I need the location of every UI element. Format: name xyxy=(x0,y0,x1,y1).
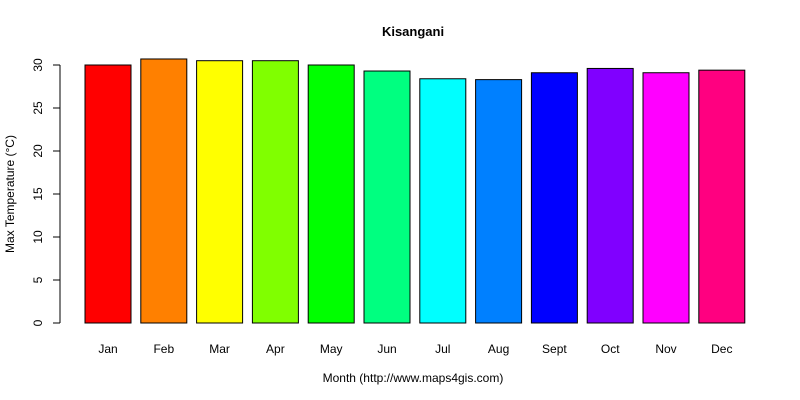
bar-nov xyxy=(642,72,690,324)
bar-oct xyxy=(586,67,634,324)
x-tick-label: Nov xyxy=(655,342,676,356)
x-tick-label: Dec xyxy=(711,342,732,356)
x-axis-tick-labels: Jan Feb Mar Apr May Jun Jul Aug Sept Oct Nov Dec xyxy=(98,342,732,356)
bars xyxy=(84,58,746,324)
x-tick-label: May xyxy=(320,342,343,356)
y-tick-label: 30 xyxy=(31,58,45,72)
bar-mar xyxy=(196,60,244,324)
bar-jul xyxy=(419,78,467,324)
y-tick-label: 15 xyxy=(31,187,45,201)
y-axis-label: Max Temperature (°C) xyxy=(3,135,17,253)
y-axis-ticks: 0 5 10 15 20 25 30 xyxy=(31,58,60,326)
bar-jan xyxy=(84,64,132,324)
bar-jun xyxy=(363,70,411,324)
x-tick-label: Sept xyxy=(542,342,567,356)
bar-may xyxy=(307,64,355,324)
x-tick-label: Aug xyxy=(488,342,509,356)
x-tick-label: Jan xyxy=(98,342,117,356)
bar-apr xyxy=(251,60,299,324)
bar-sept xyxy=(530,72,578,324)
bar-feb xyxy=(140,58,188,324)
bar-dec xyxy=(698,69,746,324)
x-tick-label: Feb xyxy=(153,342,174,356)
chart-title: Kisangani xyxy=(382,24,444,39)
y-tick-label: 0 xyxy=(31,319,45,326)
x-tick-label: Apr xyxy=(266,342,285,356)
bar-aug xyxy=(475,79,523,324)
x-tick-label: Oct xyxy=(601,342,620,356)
y-tick-label: 10 xyxy=(31,230,45,244)
x-tick-label: Jul xyxy=(435,342,450,356)
x-tick-label: Mar xyxy=(209,342,230,356)
x-tick-label: Jun xyxy=(377,342,396,356)
y-tick-label: 20 xyxy=(31,144,45,158)
y-tick-label: 5 xyxy=(31,276,45,283)
x-axis-label: Month (http://www.maps4gis.com) xyxy=(323,371,504,385)
y-tick-label: 25 xyxy=(31,101,45,115)
